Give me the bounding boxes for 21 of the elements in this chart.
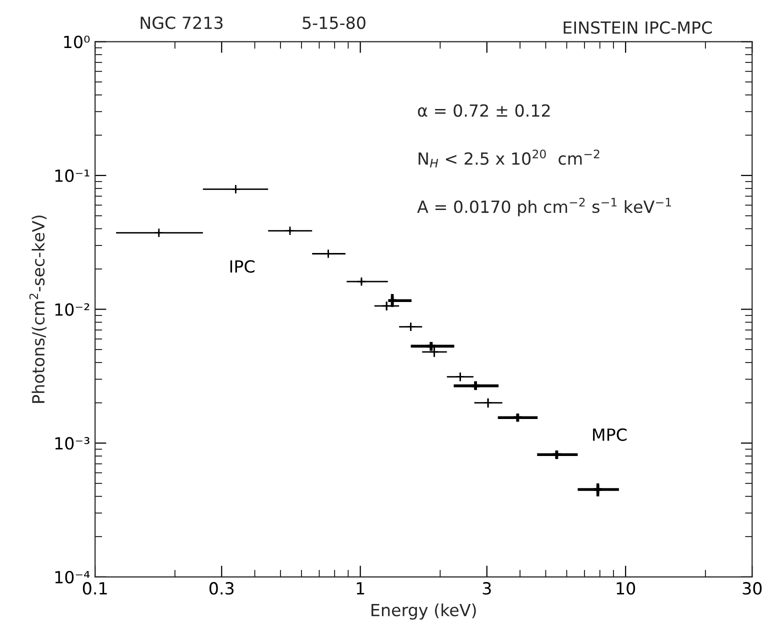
y-tick-label: 10⁻³ <box>55 437 90 450</box>
x-tick-label: 3 <box>482 582 491 595</box>
y-tick-label: 10⁻¹ <box>55 169 90 182</box>
x-tick-label: 30 <box>742 582 762 595</box>
y-tick-label: 10⁻⁴ <box>55 570 90 584</box>
annotation: A = 0.0170 ph cm$^{−2}$ s$^{−1}$ keV$^{−1}$ <box>417 198 671 216</box>
annotation: N$_{H}$ < 2.5 x 10$^{20}$ cm$^{−2}$ <box>418 150 600 168</box>
x-axis-title: Energy (keV) <box>372 603 476 620</box>
text: IPC <box>230 260 254 273</box>
chart-subtitle: 5-15-80 <box>302 16 366 30</box>
y-axis-title: Photons/(cm$^{2}$-sec-keV) <box>29 216 47 403</box>
y-tick-label: 10⁰ <box>64 36 90 48</box>
text: MPC <box>593 428 627 441</box>
text: EINSTEIN IPC-MPC <box>564 21 712 34</box>
x-tick-label: 1 <box>356 582 364 594</box>
annotation: α = 0.72 ± 0.12 <box>418 104 550 117</box>
chart-title: NGC 7213 <box>140 16 223 30</box>
x-tick-label: 0.3 <box>209 582 234 595</box>
y-tick-label: 10⁻² <box>55 303 90 316</box>
x-tick-label: 10 <box>616 582 636 595</box>
x-tick-label: 0.1 <box>82 582 107 595</box>
